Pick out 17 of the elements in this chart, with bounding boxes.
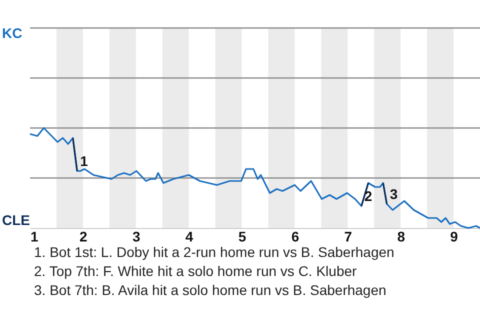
x-tick-label: 5: [238, 228, 246, 244]
annotation: 1: [80, 153, 88, 169]
x-tick-label: 4: [185, 228, 194, 244]
x-tick-label: 1: [30, 228, 38, 244]
text: 1. Bot 1st: L. Doby hit a 2-run home run vs B. Saberhagen: [34, 243, 394, 262]
text: CLE: [2, 212, 30, 228]
annotation: 3: [390, 186, 398, 202]
x-tick-label: 8: [397, 228, 406, 244]
text: 2. Top 7th: F. White hit a solo home run vs C. Kluber: [34, 262, 358, 281]
x-tick-label: 6: [291, 228, 300, 244]
x-tick-label: 9: [450, 228, 458, 244]
x-tick-label: 2: [80, 228, 88, 244]
annotation: 2: [364, 188, 372, 204]
x-tick-label: 3: [132, 228, 140, 244]
text: 3. Bot 7th: B. Avila hit a solo home run vs B. Saberhagen: [34, 281, 388, 300]
x-tick-label: 7: [344, 228, 352, 244]
text: KC: [2, 25, 22, 41]
